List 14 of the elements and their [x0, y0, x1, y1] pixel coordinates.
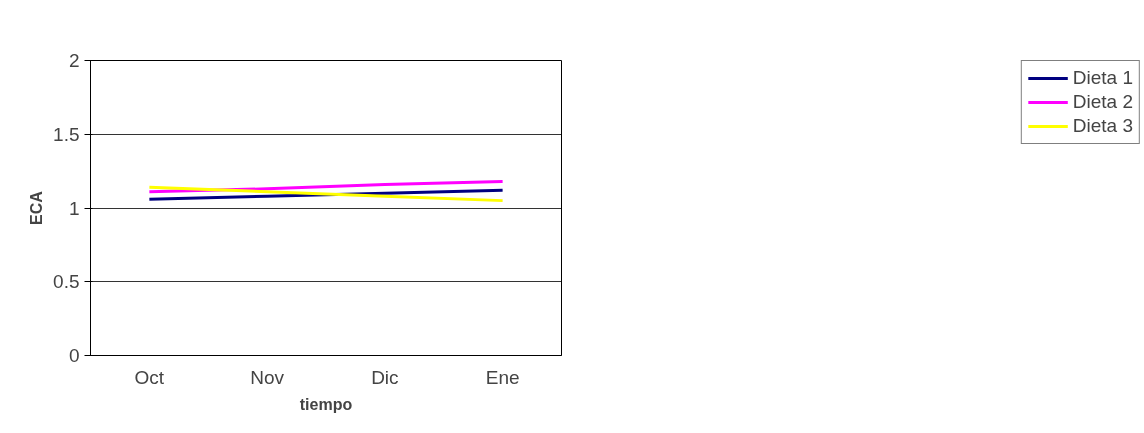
y-tick-label: 2 — [68, 50, 80, 71]
x-axis-title: tiempo — [299, 395, 353, 413]
y-tick-label: 0.5 — [53, 271, 80, 293]
y-tick-label: 1.5 — [53, 123, 80, 145]
y-tick-label: 0 — [68, 345, 80, 366]
y-tick-label: 1 — [68, 197, 80, 219]
legend-label: Dieta 1 — [1072, 67, 1133, 89]
x-tick-label: Nov — [250, 366, 285, 388]
x-tick-label: Ene — [485, 366, 520, 388]
y-axis-title: ECA — [28, 190, 46, 225]
x-tick-label: Dic — [371, 366, 399, 388]
legend-label: Dieta 3 — [1072, 115, 1133, 137]
x-tick-label: Oct — [134, 366, 165, 388]
legend-label: Dieta 2 — [1072, 91, 1133, 113]
